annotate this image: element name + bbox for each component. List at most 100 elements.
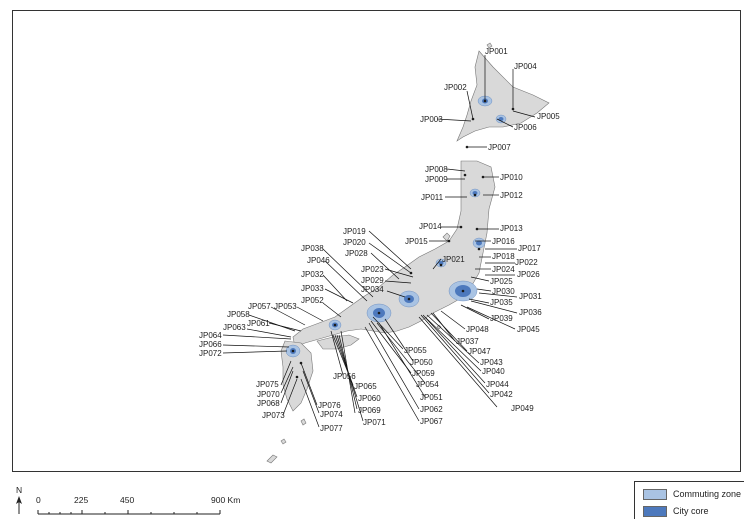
scale-tick-label: 450	[120, 495, 134, 505]
city-label: JP055	[404, 346, 427, 355]
city-label: JP043	[480, 358, 503, 367]
city-core-sendai	[476, 240, 482, 246]
scale-bar: N 0 225 450 900 Km	[16, 485, 240, 515]
city-label: JP007	[488, 143, 511, 152]
city-label: JP076	[318, 401, 341, 410]
city-label: JP036	[519, 308, 542, 317]
map-frame: JP001 JP002 JP003 JP004 JP005 JP006 JP00…	[12, 10, 741, 472]
north-arrow-label: N	[16, 485, 22, 495]
city-label: JP004	[514, 62, 537, 71]
city-label: JP066	[199, 340, 222, 349]
city-label: JP052	[301, 296, 324, 305]
city-label: JP042	[490, 390, 513, 399]
city-label: JP064	[199, 331, 222, 340]
city-label: JP006	[514, 123, 537, 132]
city-label: JP061	[247, 319, 270, 328]
city-label: JP030	[492, 287, 515, 296]
city-label: JP039	[490, 314, 513, 323]
city-label: JP026	[517, 270, 540, 279]
city-label: JP010	[500, 173, 523, 182]
city-label: JP059	[412, 369, 435, 378]
city-core-niigata	[438, 261, 444, 265]
city-label: JP038	[301, 244, 324, 253]
city-label: JP056	[333, 372, 356, 381]
city-label: JP048	[466, 325, 489, 334]
city-label: JP033	[301, 284, 324, 293]
okinawa-island	[266, 454, 278, 464]
amami-island	[280, 438, 287, 445]
city-label: JP034	[361, 285, 384, 294]
city-label: JP005	[537, 112, 560, 121]
city-label: JP019	[343, 227, 366, 236]
city-label: JP012	[500, 191, 523, 200]
legend-label: Commuting zone	[673, 489, 742, 499]
city-label: JP003	[420, 115, 443, 124]
city-label: JP049	[511, 404, 534, 413]
city-label: JP011	[421, 193, 444, 202]
legend-label: City core	[673, 506, 709, 516]
city-label: JP060	[358, 394, 381, 403]
city-label: JP032	[301, 270, 324, 279]
city-label: JP053	[274, 302, 297, 311]
tanegashima-island	[300, 418, 307, 426]
city-label: JP046	[307, 256, 330, 265]
city-label: JP028	[345, 249, 368, 258]
city-label: JP017	[518, 244, 541, 253]
city-label: JP002	[444, 83, 467, 92]
city-label: JP071	[363, 418, 386, 427]
city-label: JP050	[410, 358, 433, 367]
city-label: JP024	[492, 265, 515, 274]
city-core-aomori	[472, 191, 478, 195]
scale-tick-label: 225	[74, 495, 88, 505]
city-label: JP021	[442, 255, 465, 264]
city-label: JP074	[320, 410, 343, 419]
sado-island	[442, 232, 451, 242]
city-label: JP044	[486, 380, 509, 389]
city-label: JP073	[262, 411, 285, 420]
leader-lines	[222, 55, 536, 428]
city-label: JP031	[519, 292, 542, 301]
city-label: JP077	[320, 424, 343, 433]
city-label: JP008	[425, 165, 448, 174]
city-label: JP065	[354, 382, 377, 391]
city-core-swatch	[643, 505, 667, 517]
city-label: JP068	[257, 399, 280, 408]
city-label: JP075	[256, 380, 279, 389]
city-label: JP054	[416, 380, 439, 389]
hokkaido-island	[456, 50, 550, 142]
city-label: JP062	[420, 405, 443, 414]
rishiri-island	[486, 42, 493, 49]
city-label: JP014	[419, 222, 442, 231]
city-label: JP047	[468, 347, 491, 356]
land-masses	[266, 42, 550, 464]
city-label: JP025	[490, 277, 513, 286]
map-legend: Commuting zone City core	[634, 481, 744, 519]
city-label: JP069	[358, 406, 381, 415]
legend-item-commuting-zone: Commuting zone	[643, 487, 741, 501]
city-label: JP022	[515, 258, 538, 267]
commuting-zone-swatch	[643, 488, 667, 500]
city-label: JP070	[257, 390, 280, 399]
city-label: JP035	[490, 298, 513, 307]
north-arrow-icon	[16, 496, 22, 504]
city-label: JP063	[223, 323, 246, 332]
city-label: JP057	[248, 302, 271, 311]
scale-tick-label: 0	[36, 495, 41, 505]
city-labels: JP001 JP002 JP003 JP004 JP005 JP006 JP00…	[199, 47, 560, 433]
city-label: JP001	[485, 47, 508, 56]
city-label: JP051	[420, 393, 443, 402]
city-label: JP029	[361, 276, 384, 285]
city-label: JP067	[420, 417, 443, 426]
city-label: JP015	[405, 237, 428, 246]
city-label: JP009	[425, 175, 448, 184]
city-label: JP037	[456, 337, 479, 346]
city-label: JP020	[343, 238, 366, 247]
scale-tick-label: 900 Km	[211, 495, 240, 505]
city-label: JP016	[492, 237, 515, 246]
city-points	[291, 99, 515, 379]
city-label: JP072	[199, 349, 222, 358]
city-label: JP013	[500, 224, 523, 233]
legend-item-city-core: City core	[643, 504, 709, 518]
city-label: JP023	[361, 265, 384, 274]
city-label: JP058	[227, 310, 250, 319]
